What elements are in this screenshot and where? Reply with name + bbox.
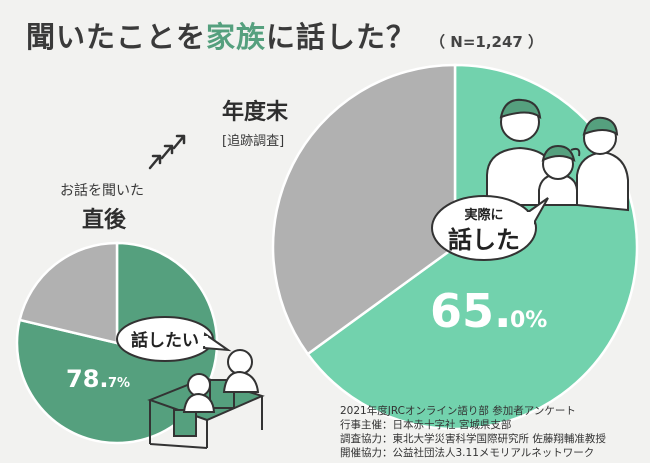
after-label: お話を聞いた 直後: [60, 180, 144, 234]
callout-actually-big: 話した: [448, 226, 520, 254]
credit-line: 調査協力：東北大学災害科学国際研究所 佐藤翔輔准教授: [340, 433, 606, 445]
chart-title: 聞いたことを家族に話した？ （ N=1,247 ）: [26, 14, 543, 56]
callout-actually-small: 実際に: [464, 207, 503, 223]
students-illustration: [147, 349, 265, 449]
sample-size: （ N=1,247 ）: [430, 33, 544, 51]
callout-want-to-talk: 話したい: [131, 330, 199, 351]
credit-line: 行事主催：日本赤十字社 宮城県支部: [340, 419, 512, 431]
big-pie-value-main: 65.: [430, 284, 512, 338]
big-pie-value-decimal: 0%: [510, 308, 547, 333]
transition-arrows: [148, 134, 186, 170]
credits: 2021年度JRCオンライン語り部 参加者アンケート 行事主催：日本赤十字社 宮…: [340, 404, 606, 460]
family-illustration: [486, 98, 629, 212]
big-pie-slice-1: [271, 63, 457, 356]
after-label-small: お話を聞いた: [60, 183, 144, 199]
small-pie-value-main: 78.: [66, 365, 109, 393]
credit-line: 開催協力：公益社団法人3.11メモリアルネットワーク: [340, 447, 595, 459]
credit-line: 2021年度JRCオンライン語り部 参加者アンケート: [340, 405, 576, 417]
after-label-big: 直後: [82, 208, 127, 233]
year-end-label-big: 年度末: [222, 100, 289, 125]
title-text: 聞いたことを家族に話した？: [26, 20, 417, 54]
want-to-talk-callout: 話したい: [116, 316, 232, 362]
year-end-label-small: [追跡調査]: [222, 134, 285, 149]
small-pie-value-decimal: 7%: [108, 376, 130, 391]
title-highlight: 家族: [206, 20, 267, 54]
actually-talked-callout: 実際に 話した: [431, 195, 549, 261]
small-pie-slice-1: [18, 241, 119, 345]
year-end-label: 年度末 [追跡調査]: [222, 94, 288, 149]
